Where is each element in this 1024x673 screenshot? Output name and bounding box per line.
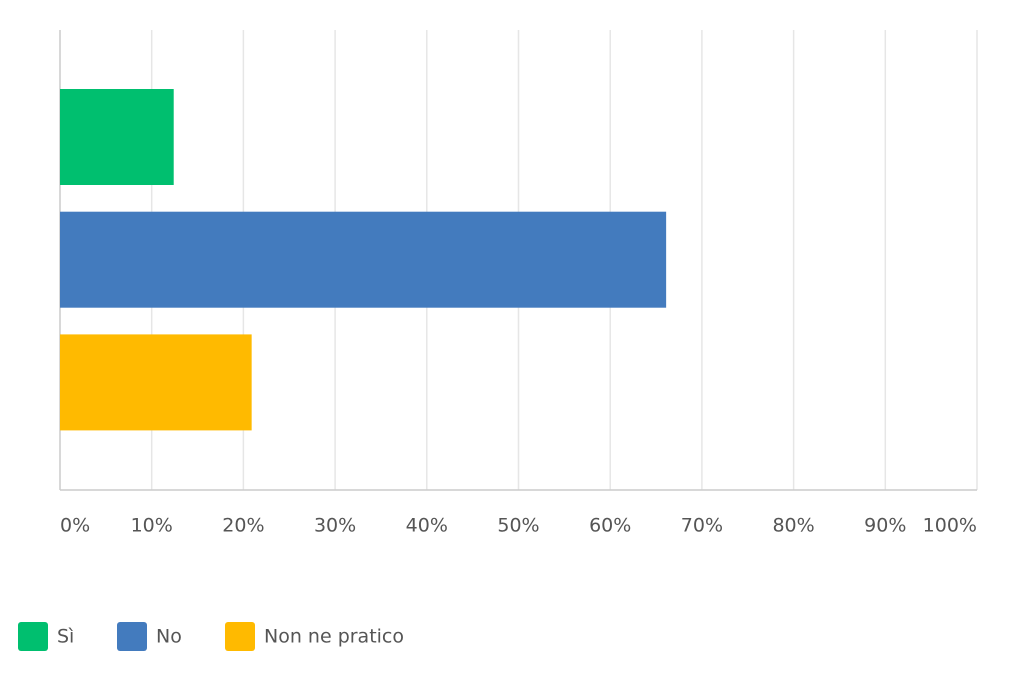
legend-swatch [18,622,48,651]
bar [60,89,174,185]
bar [60,334,252,431]
x-tick-label: 80% [772,515,814,537]
legend-swatch [117,622,147,651]
x-tick-label: 60% [589,515,631,537]
x-tick-label: 50% [497,515,539,537]
x-tick-label: 70% [681,515,723,537]
x-tick-label: 100% [923,515,977,537]
x-tick-label: 30% [314,515,356,537]
x-tick-label: 0% [60,515,90,537]
x-tick-label: 40% [406,515,448,537]
bar [60,211,667,308]
legend-label: No [156,626,182,648]
legend-label: Non ne pratico [264,626,404,648]
x-tick-label: 20% [222,515,264,537]
legend-label: Sì [57,626,74,648]
x-tick-label: 10% [131,515,173,537]
x-tick-label: 90% [864,515,906,537]
legend-swatch [225,622,255,651]
